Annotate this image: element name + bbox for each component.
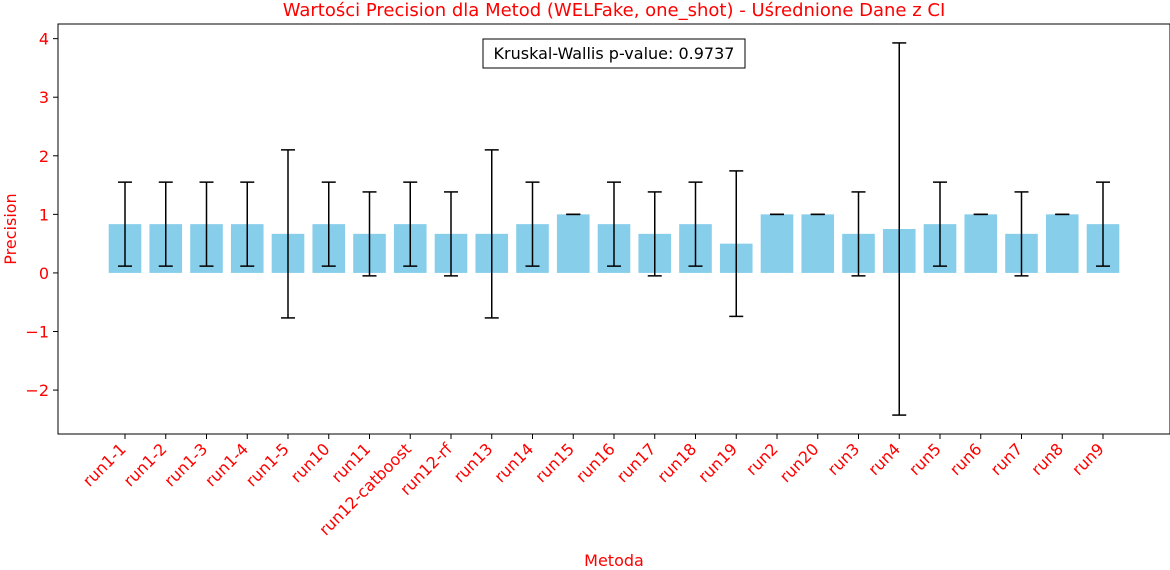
- error-bar-run1-5: [281, 149, 295, 319]
- y-tick-label: 1: [39, 205, 49, 224]
- x-tick-label-run7: run7: [987, 439, 1027, 479]
- error-bar-run5: [933, 181, 947, 267]
- error-bar-run17: [647, 191, 662, 277]
- error-bar-run1-2: [158, 181, 173, 267]
- error-bar-run7: [1014, 191, 1029, 277]
- bar-run20: [801, 214, 835, 273]
- bar-run6: [964, 214, 998, 273]
- y-axis: −2 −1 0 1 2 3 4: [25, 30, 58, 400]
- error-bar-run19: [729, 170, 744, 318]
- error-bar-run16: [607, 181, 621, 267]
- chart-title: Wartości Precision dla Metod (WELFake, o…: [283, 0, 946, 21]
- x-tick-label-run15: run15: [531, 439, 578, 486]
- annotation-text: Kruskal-Wallis p-value: 0.9737: [494, 44, 735, 63]
- y-tick-label: 2: [39, 147, 49, 166]
- error-bar-run10: [321, 181, 336, 267]
- x-tick-label-run4: run4: [864, 439, 904, 479]
- x-tick-label-run19: run19: [694, 439, 741, 486]
- error-bar-run11: [362, 191, 377, 277]
- bar-run2: [760, 214, 794, 273]
- x-axis: run1-1run1-2run1-3run1-4run1-5run10run11…: [79, 434, 1108, 539]
- x-tick-label-run8: run8: [1027, 439, 1067, 479]
- x-tick-label-run9: run9: [1068, 439, 1108, 479]
- x-tick-label-run1-1: run1-1: [79, 439, 130, 490]
- error-bar-run9: [1096, 181, 1110, 267]
- y-tick-label: 4: [39, 30, 49, 49]
- bar-run8: [1045, 214, 1079, 273]
- error-bar-run1-3: [199, 181, 214, 267]
- error-bar-run4: [892, 42, 907, 416]
- error-bar-run12-catboost: [403, 181, 418, 267]
- x-tick-label-run14: run14: [491, 439, 538, 486]
- x-tick-label-run18: run18: [654, 439, 701, 486]
- x-tick-label-run20: run20: [776, 439, 823, 486]
- x-tick-label-run5: run5: [905, 439, 945, 479]
- annotation-box: Kruskal-Wallis p-value: 0.9737: [482, 38, 746, 69]
- y-axis-label: Precision: [1, 193, 20, 264]
- error-bar-run1-4: [240, 181, 255, 267]
- x-tick-label-run17: run17: [613, 439, 660, 486]
- error-bar-run12-rf: [444, 191, 458, 277]
- y-tick-label: 3: [39, 88, 49, 107]
- y-tick-label: 0: [39, 264, 49, 283]
- plot-area: [108, 42, 1120, 416]
- x-tick-label-run16: run16: [572, 439, 619, 486]
- x-axis-label: Metoda: [584, 551, 644, 570]
- y-tick-label: −2: [25, 381, 49, 400]
- x-tick-label-run10: run10: [287, 439, 334, 486]
- error-bar-run1-1: [118, 181, 132, 267]
- x-tick-label-run6: run6: [946, 439, 986, 479]
- x-tick-label-run1-2: run1-2: [120, 439, 171, 490]
- y-tick-label: −1: [25, 323, 49, 342]
- error-bar-run3: [851, 191, 866, 277]
- x-tick-label-run1-5: run1-5: [242, 439, 293, 490]
- error-bar-run13: [484, 149, 499, 319]
- error-bar-run18: [688, 181, 703, 267]
- error-bar-run14: [525, 181, 540, 267]
- x-tick-label-run3: run3: [824, 439, 864, 479]
- x-tick-label-run1-3: run1-3: [160, 439, 211, 490]
- x-tick-label-run13: run13: [450, 439, 497, 486]
- x-tick-label-run1-4: run1-4: [201, 439, 252, 490]
- bar-run15: [556, 214, 590, 273]
